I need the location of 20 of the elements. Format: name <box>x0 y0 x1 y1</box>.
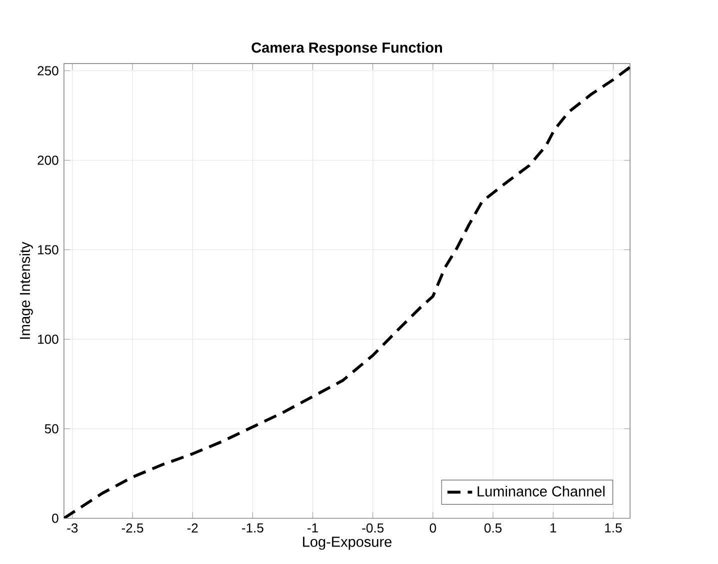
x-tick-label: -2 <box>187 524 198 533</box>
x-tick-label: -1.5 <box>242 524 264 533</box>
x-tick-label: 0.5 <box>484 524 502 533</box>
y-axis-title: Image Intensity <box>19 242 33 339</box>
x-tick-label: -1 <box>308 524 318 533</box>
y-tick-label: 0 <box>52 514 58 524</box>
y-tick-label: 100 <box>38 334 58 344</box>
x-tick-label: -3 <box>67 524 78 533</box>
y-tick-label: 50 <box>44 424 58 434</box>
chart-title: Camera Response Function <box>252 42 442 56</box>
x-tick-label: 1 <box>550 524 556 533</box>
x-axis-title: Log-Exposure <box>303 536 392 550</box>
x-tick-label: -2.5 <box>122 524 144 533</box>
legend-label: Luminance Channel <box>478 486 605 497</box>
x-tick-label: 1.5 <box>605 524 622 533</box>
y-tick-label: 150 <box>38 245 58 255</box>
x-tick-label: -0.5 <box>362 524 384 533</box>
x-tick-label: 0 <box>430 524 436 533</box>
y-tick-label: 250 <box>38 66 58 76</box>
y-tick-label: 200 <box>38 156 58 166</box>
